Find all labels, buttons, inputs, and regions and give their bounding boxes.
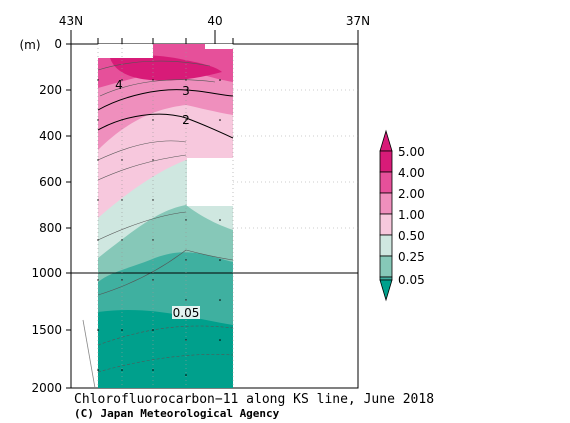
legend-arrow-top	[379, 129, 393, 152]
y-tick-label: 200	[39, 83, 62, 97]
nodata-top-right	[205, 44, 233, 49]
nodata-mid-right	[187, 158, 233, 206]
chart-title: Chlorofluorocarbon−11 along KS line, Jun…	[74, 392, 434, 407]
legend-swatch	[379, 234, 393, 257]
legend-label: 1.00	[398, 208, 425, 222]
legend-label: 0.50	[398, 229, 425, 243]
y-tick-label: 600	[39, 175, 62, 189]
band-max	[110, 55, 222, 81]
legend-swatch	[379, 192, 393, 215]
legend-swatch	[379, 150, 393, 173]
credit-text: (C) Japan Meteorological Agency	[74, 407, 280, 420]
contour-label-4: 4	[115, 78, 123, 92]
legend-swatch	[379, 276, 393, 281]
y-tick-label: 800	[39, 221, 62, 235]
x-tick-label: 37N	[346, 14, 370, 28]
legend-label: 5.00	[398, 145, 425, 159]
y-tick-label: 2000	[31, 381, 62, 395]
x-tick-label: 40	[207, 14, 222, 28]
y-tick-label: 1000	[31, 266, 62, 280]
x-tick-label: 43N	[59, 14, 83, 28]
legend-label: 4.00	[398, 166, 425, 180]
color-legend: 5.00 4.00 2.00 1.00 0.50 0.25 0.05	[379, 129, 425, 302]
y-tick-label: 1500	[31, 323, 62, 337]
y-axis-label: (m)	[19, 38, 40, 52]
legend-label: 2.00	[398, 187, 425, 201]
contour-3	[97, 89, 234, 111]
nodata-top-left	[98, 44, 153, 58]
legend-arrow-bottom	[379, 279, 393, 302]
legend-label: 0.05	[398, 273, 425, 287]
y-tick-label: 400	[39, 129, 62, 143]
contour-2	[97, 113, 234, 139]
legend-label: 0.25	[398, 250, 425, 264]
y-tick-label: 0	[54, 37, 62, 51]
legend-swatch	[379, 213, 393, 236]
contour-label-3: 3	[182, 84, 190, 98]
legend-swatch	[379, 255, 393, 278]
section-fill: 4 3 2 0.05	[97, 44, 234, 388]
legend-swatch	[379, 171, 393, 194]
